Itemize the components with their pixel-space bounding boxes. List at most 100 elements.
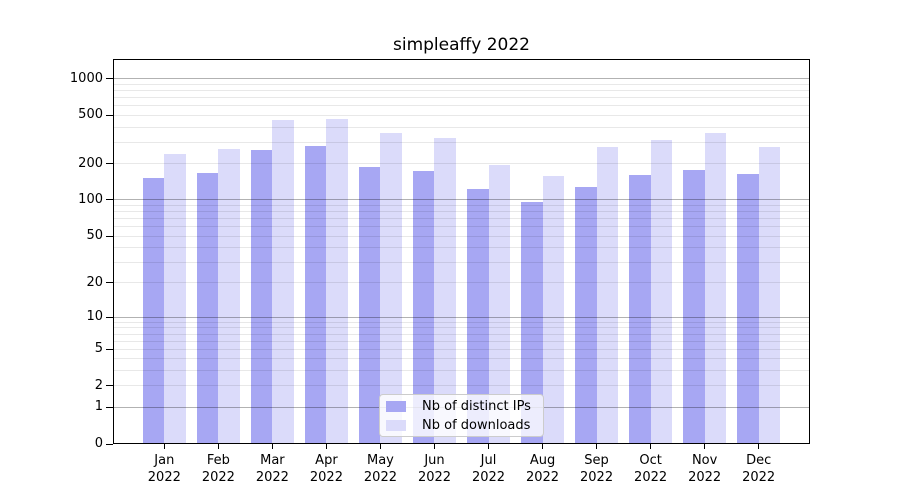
y-gridline-minor — [113, 83, 810, 85]
x-tick-mark — [758, 444, 760, 449]
y-gridline-minor — [113, 261, 810, 263]
x-tick-mark — [488, 444, 489, 449]
y-tick-label: 1000 — [69, 70, 103, 86]
bar-distinct-ips — [683, 170, 705, 444]
y-tick-label: 1 — [94, 399, 103, 415]
y-tick-label: 200 — [78, 155, 103, 171]
y-tick-mark — [106, 114, 113, 116]
y-gridline-minor — [113, 333, 810, 335]
y-gridline-minor — [113, 163, 810, 165]
y-tick-label: 20 — [86, 274, 103, 290]
legend-label-downloads: Nb of downloads — [422, 417, 531, 433]
x-tick-mark — [379, 444, 381, 449]
x-tick-mark — [542, 444, 544, 449]
y-gridline-minor — [113, 358, 810, 360]
y-tick-label: 50 — [86, 228, 103, 244]
y-tick-mark — [106, 282, 113, 284]
y-gridline-minor — [113, 211, 810, 213]
y-gridline-minor — [113, 235, 810, 237]
y-tick-mark — [106, 385, 113, 387]
bar-downloads — [596, 147, 619, 444]
chart-title: simpleaffy 2022 — [393, 35, 530, 55]
y-gridline-minor — [113, 204, 810, 206]
legend-item-downloads: Nb of downloads — [386, 417, 537, 433]
bar-distinct-ips — [628, 175, 651, 444]
y-tick-mark — [106, 406, 113, 408]
bar-downloads — [758, 147, 781, 444]
x-tick-mark — [433, 444, 435, 449]
y-gridline-major — [113, 316, 810, 318]
plot-area — [113, 59, 810, 444]
bar-downloads — [650, 140, 673, 444]
x-tick-label: Nov 2022 — [688, 453, 722, 485]
bar-distinct-ips — [142, 177, 165, 444]
y-gridline-minor — [113, 114, 810, 116]
bar-downloads — [164, 154, 186, 444]
y-gridline-minor — [113, 385, 810, 387]
y-tick-mark — [106, 348, 113, 350]
bar-downloads — [272, 120, 294, 444]
y-tick-label: 500 — [78, 107, 103, 123]
x-tick-label: Aug 2022 — [525, 453, 560, 485]
y-tick-label: 10 — [86, 309, 103, 325]
x-tick-label: Jan 2022 — [147, 453, 181, 485]
x-tick-label: Apr 2022 — [309, 453, 343, 485]
grid-layer — [113, 59, 810, 444]
x-tick-label: Feb 2022 — [201, 453, 235, 485]
legend-label-distinct-ips: Nb of distinct IPs — [422, 398, 531, 414]
y-gridline-minor — [113, 126, 810, 128]
bar-downloads — [380, 132, 403, 444]
bar-downloads — [488, 164, 511, 444]
y-gridline-major — [113, 199, 810, 201]
y-gridline-minor — [113, 370, 810, 372]
bar-distinct-ips — [574, 187, 597, 444]
x-tick-mark — [704, 444, 706, 449]
y-tick-mark — [106, 235, 113, 237]
y-gridline-minor — [113, 89, 810, 91]
bar-downloads — [218, 148, 240, 444]
y-tick-mark — [106, 316, 113, 318]
y-gridline-minor — [113, 141, 810, 143]
legend: Nb of distinct IPs Nb of downloads — [379, 394, 544, 437]
y-gridline-minor — [113, 218, 810, 220]
y-tick-label: 5 — [94, 341, 103, 357]
x-tick-mark — [650, 444, 652, 449]
bars-layer — [113, 59, 810, 444]
x-tick-label: Oct 2022 — [634, 453, 668, 485]
bar-downloads — [542, 175, 565, 444]
bar-distinct-ips — [196, 173, 219, 444]
x-tick-mark — [325, 444, 327, 449]
bar-downloads — [434, 138, 457, 444]
legend-swatch-distinct-ips-icon — [386, 400, 406, 412]
y-gridline-major — [113, 78, 810, 80]
y-tick-label: 0 — [94, 436, 103, 451]
y-tick-label: 2 — [94, 377, 103, 393]
y-gridline-minor — [113, 348, 810, 350]
x-tick-label: Jul 2022 — [471, 453, 506, 485]
bar-downloads — [326, 118, 349, 444]
bar-distinct-ips — [358, 166, 381, 444]
x-tick-label: Dec 2022 — [742, 453, 776, 485]
bar-downloads — [704, 132, 727, 444]
y-tick-label: 100 — [78, 191, 103, 207]
x-tick-mark — [217, 444, 219, 449]
bar-distinct-ips — [304, 146, 327, 444]
y-gridline-minor — [113, 282, 810, 284]
x-tick-label: Jun 2022 — [417, 453, 452, 485]
y-gridline-minor — [113, 226, 810, 228]
y-gridline-minor — [113, 340, 810, 342]
legend-swatch-downloads-icon — [386, 419, 406, 431]
x-tick-label: May 2022 — [363, 453, 397, 485]
y-tick-mark — [106, 199, 113, 201]
bar-distinct-ips — [520, 202, 543, 444]
bar-distinct-ips — [250, 149, 273, 444]
legend-item-distinct-ips: Nb of distinct IPs — [386, 398, 537, 414]
bar-distinct-ips — [466, 188, 489, 444]
y-gridline-minor — [113, 105, 810, 107]
x-tick-mark — [271, 444, 273, 449]
y-gridline-minor — [113, 327, 810, 329]
x-tick-mark — [163, 444, 165, 449]
y-tick-mark — [106, 443, 113, 445]
y-gridline-minor — [113, 247, 810, 249]
